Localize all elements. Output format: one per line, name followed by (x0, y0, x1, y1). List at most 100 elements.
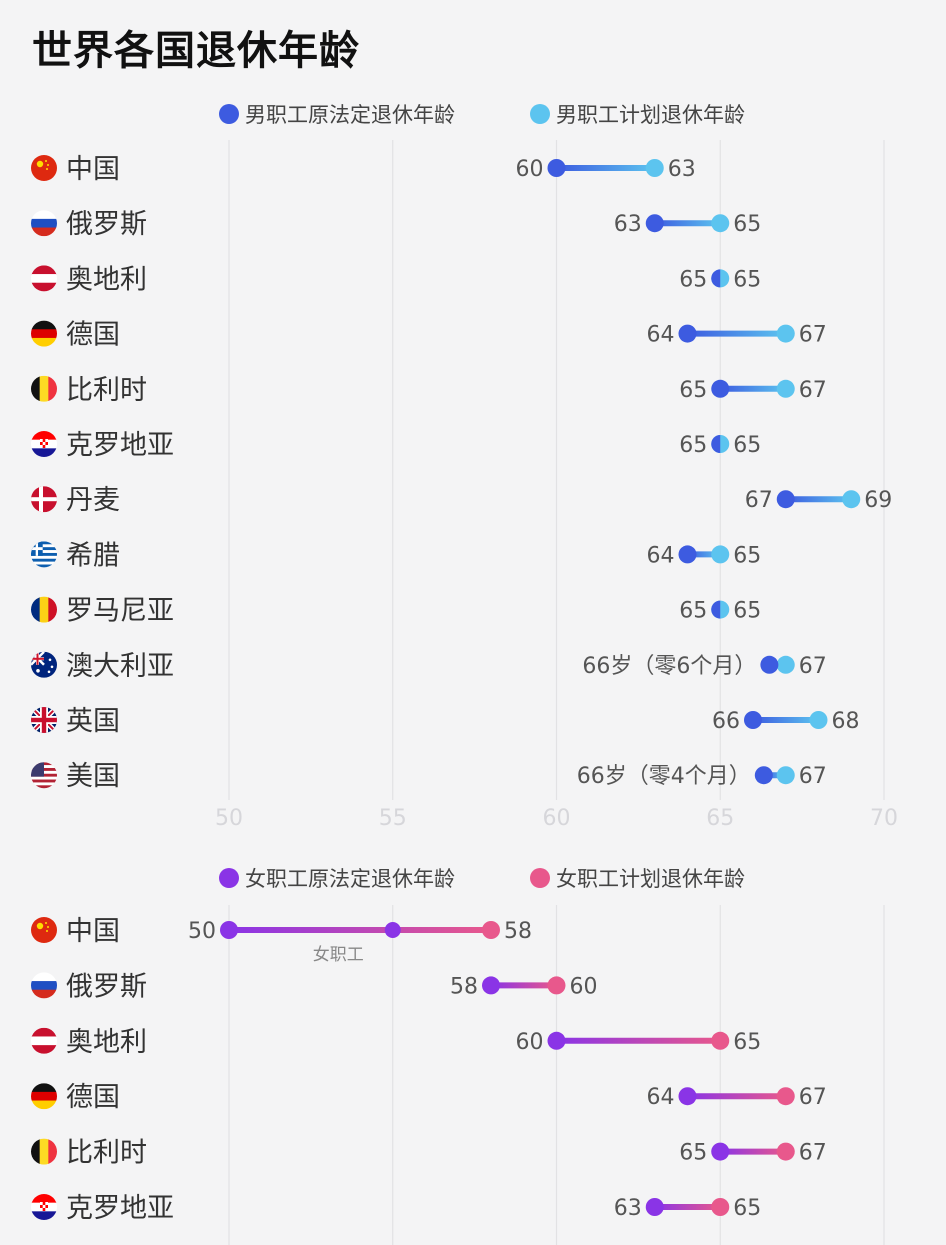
x-tick-label: 55 (379, 806, 407, 831)
country-label: 俄罗斯 (66, 971, 147, 1002)
range-bar (753, 717, 819, 723)
country-label: 克罗地亚 (66, 1193, 174, 1224)
original-dot (711, 269, 721, 288)
planned-dot (776, 324, 795, 343)
male-legend-label-planned: 男职工计划退休年龄 (556, 103, 745, 127)
original-value-label: 63 (614, 1196, 642, 1221)
planned-value-label: 67 (799, 1141, 827, 1166)
planned-value-label: 63 (668, 157, 696, 182)
male-row: 奥地利 65 65 (31, 264, 761, 295)
original-dot (744, 711, 762, 729)
russia-flag-icon (31, 972, 57, 999)
planned-dot (711, 545, 730, 564)
country-label: 奥地利 (66, 264, 147, 295)
female-legend-dot-planned (530, 868, 550, 888)
planned-value-label: 67 (799, 1085, 827, 1110)
male-row: 美国 66岁（零4个月） 67 (31, 761, 827, 792)
male-legend-dot-planned (530, 104, 550, 124)
original-value-label: 67 (745, 488, 773, 513)
female-legend-label-original: 女职工原法定退休年龄 (245, 867, 455, 891)
country-label: 奥地利 (66, 1027, 147, 1058)
male-row: 克罗地亚 65 65 (31, 430, 761, 461)
planned-dot (776, 1087, 795, 1106)
croatia-flag-icon (31, 1194, 57, 1220)
original-value-label: 64 (647, 1085, 675, 1110)
belgium-flag-icon (31, 1138, 57, 1165)
page-title: 世界各国退休年龄 (32, 28, 360, 74)
male-row: 比利时 65 67 (31, 375, 827, 406)
original-dot (711, 1142, 730, 1161)
planned-dot (711, 1198, 730, 1216)
planned-dot (809, 711, 828, 729)
range-bar (687, 330, 786, 337)
austria-flag-icon (31, 1027, 57, 1054)
male-legend-dot-original (219, 104, 239, 124)
planned-value-label: 65 (733, 1030, 761, 1055)
planned-value-label: 67 (799, 764, 827, 789)
original-value-label: 64 (647, 323, 675, 348)
country-label: 德国 (66, 320, 120, 351)
planned-value-label: 67 (799, 378, 827, 403)
australia-flag-icon (31, 651, 57, 678)
range-bar (720, 385, 786, 392)
croatia-flag-icon (31, 431, 57, 457)
original-value-label: 65 (679, 433, 707, 458)
original-dot (711, 435, 721, 453)
planned-dot (776, 766, 795, 785)
original-dot (678, 324, 697, 343)
planned-value-label: 67 (799, 654, 827, 679)
planned-value-label: 67 (799, 323, 827, 348)
range-bar (785, 496, 852, 503)
germany-flag-icon (31, 320, 57, 347)
planned-dot (842, 490, 861, 509)
germany-flag-icon (31, 1083, 57, 1110)
country-label: 英国 (66, 706, 120, 737)
original-dot (711, 600, 721, 619)
country-label: 比利时 (66, 375, 147, 406)
planned-value-label: 58 (504, 919, 532, 944)
male-row: 中国 60 63 (31, 154, 696, 185)
planned-dot (645, 159, 664, 177)
male-row: 英国 66 68 (31, 706, 860, 737)
range-bar (556, 165, 655, 171)
female-row: 奥地利 60 65 (31, 1027, 761, 1058)
original-value-label: 64 (647, 543, 675, 568)
range-bar (654, 1204, 721, 1210)
mid-dot (384, 922, 401, 938)
country-label: 澳大利亚 (66, 651, 174, 682)
male-row: 罗马尼亚 65 65 (31, 596, 761, 627)
original-value-label: 65 (679, 378, 707, 403)
original-dot (678, 1087, 697, 1106)
original-value-label: 60 (516, 157, 544, 182)
male-row: 澳大利亚 66岁（零6个月） 67 (31, 651, 827, 682)
original-value-label: 58 (450, 974, 478, 999)
female-legend-dot-original (219, 868, 239, 888)
country-label: 希腊 (66, 540, 120, 571)
china-flag-icon (31, 917, 57, 943)
female-row: 克罗地亚 63 65 (31, 1193, 761, 1224)
planned-value-label: 65 (733, 1196, 761, 1221)
male-row: 丹麦 67 69 (31, 485, 892, 516)
male-row: 俄罗斯 63 65 (31, 209, 761, 240)
uk-flag-icon (31, 707, 57, 733)
original-dot (547, 159, 566, 177)
denmark-flag-icon (31, 486, 57, 513)
country-label: 俄罗斯 (66, 209, 147, 240)
x-tick-label: 50 (215, 806, 243, 831)
original-value-label: 66岁（零6个月） (582, 654, 756, 679)
female-row: 德国 64 67 (31, 1082, 827, 1113)
country-label: 罗马尼亚 (66, 596, 174, 627)
russia-flag-icon (31, 210, 57, 237)
original-value-label: 66岁（零4个月） (577, 764, 751, 789)
male-row: 希腊 64 65 (31, 540, 761, 571)
original-dot (754, 766, 773, 785)
country-label: 中国 (66, 916, 120, 947)
x-tick-label: 65 (706, 806, 734, 831)
country-label: 德国 (66, 1082, 120, 1113)
range-bar (654, 220, 721, 227)
male-legend-label-original: 男职工原法定退休年龄 (245, 103, 455, 127)
planned-value-label: 68 (832, 709, 860, 734)
original-dot (760, 655, 779, 674)
range-bar (687, 1093, 786, 1100)
